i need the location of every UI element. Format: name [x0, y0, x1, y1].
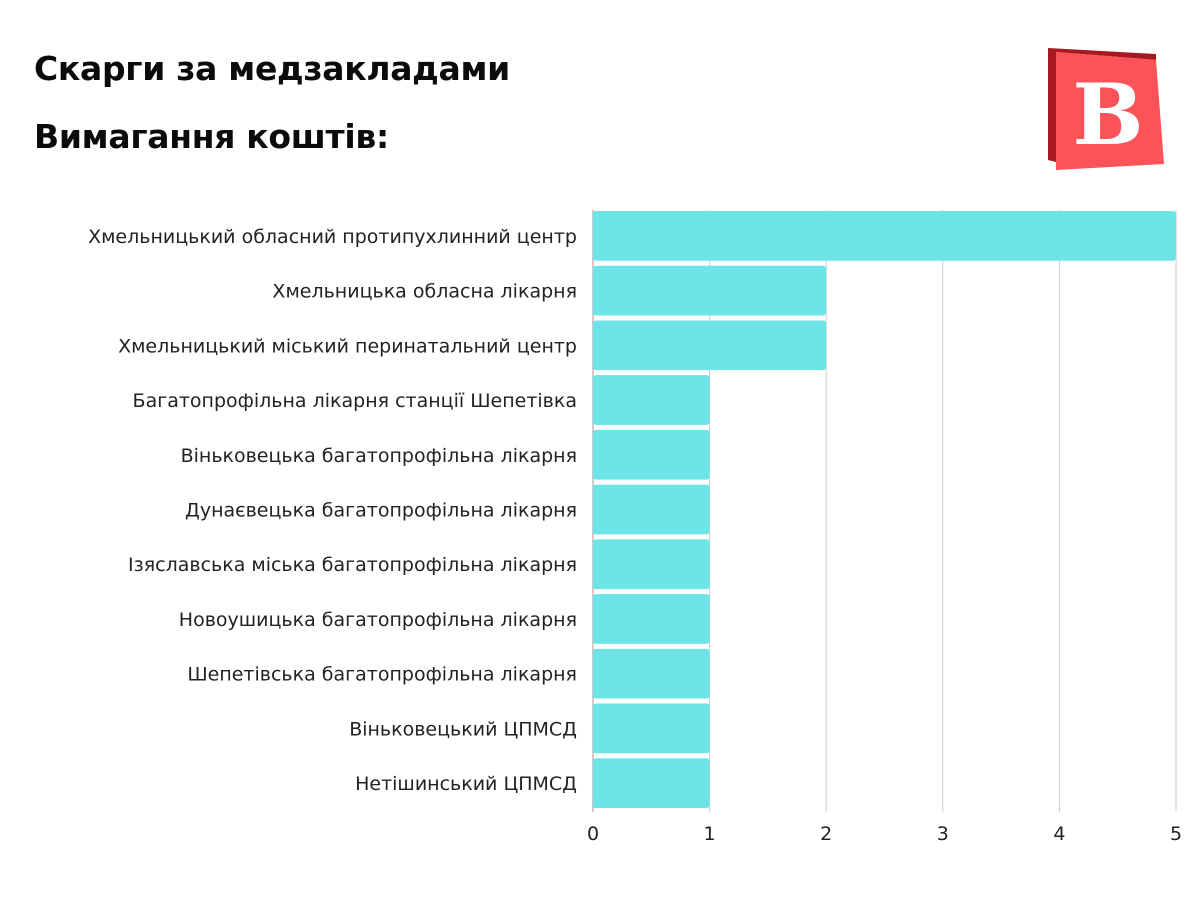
category-label: Хмельницький обласний протипухлинний цен…	[88, 226, 577, 248]
category-label: Шепетівська багатопрофільна лікарня	[187, 664, 577, 686]
bar-2	[593, 265, 827, 316]
category-label: Віньковецька багатопрофільна лікарня	[181, 445, 577, 467]
bars	[593, 211, 1176, 808]
chart-subtitle: Вимагання коштів:	[34, 117, 389, 156]
category-label: Хмельницька обласна лікарня	[272, 281, 577, 303]
category-label: Віньковецький ЦПМСД	[349, 718, 577, 740]
bar-3	[593, 320, 827, 371]
brand-logo: В	[1048, 48, 1164, 170]
category-label: Новоушицька багатопрофільна лікарня	[179, 609, 577, 631]
category-label: Нетішинський ЦПМСД	[355, 773, 577, 795]
bar-10	[593, 703, 710, 754]
bar-1	[593, 211, 1176, 261]
bar-5	[593, 429, 710, 480]
x-tick-label: 3	[937, 823, 949, 845]
bar-11	[593, 758, 710, 808]
category-label: Ізяславська міська багатопрофільна лікар…	[128, 554, 577, 576]
bar-7	[593, 539, 710, 590]
bar-8	[593, 594, 710, 644]
x-tick-label: 1	[704, 823, 716, 845]
category-label: Дунаєвецька багатопрофільна лікарня	[185, 500, 577, 522]
x-tick-label: 2	[820, 823, 832, 845]
x-tick-label: 4	[1053, 823, 1065, 845]
category-label: Багатопрофільна лікарня станції Шепетівк…	[133, 390, 577, 412]
category-label: Хмельницький міський перинатальний центр	[118, 335, 577, 357]
bar-9	[593, 648, 710, 699]
x-tick-label: 0	[587, 823, 599, 845]
category-labels: Хмельницький обласний протипухлинний цен…	[88, 226, 577, 795]
logo-letter: В	[1073, 65, 1144, 164]
x-tick-label: 5	[1170, 823, 1182, 845]
x-axis-ticks: 0 1 2 3 4 5	[587, 823, 1182, 845]
logo-front-panel	[1056, 52, 1164, 170]
bar-6	[593, 484, 710, 535]
chart-title: Скарги за медзакладами	[34, 49, 510, 88]
bar-4	[593, 375, 710, 425]
